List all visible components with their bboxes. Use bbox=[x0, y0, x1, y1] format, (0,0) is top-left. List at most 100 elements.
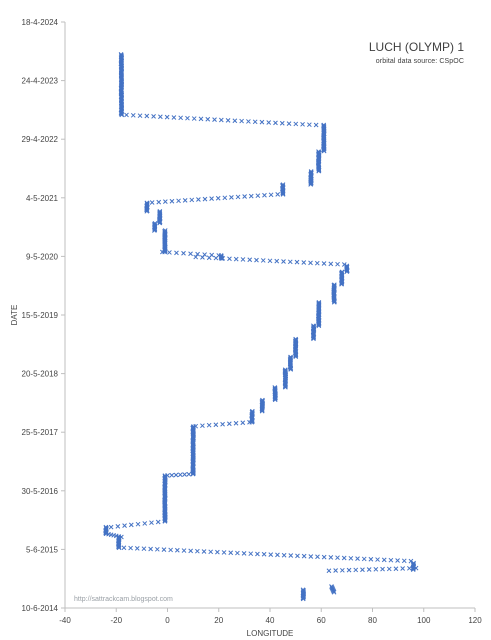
data-point bbox=[229, 551, 233, 555]
data-point bbox=[109, 525, 113, 529]
data-point bbox=[295, 260, 299, 264]
data-point bbox=[185, 116, 189, 120]
data-point bbox=[182, 549, 186, 553]
y-tick-label: 5-6-2015 bbox=[26, 545, 59, 554]
x-tick-label: -40 bbox=[59, 616, 71, 625]
data-point bbox=[155, 547, 159, 551]
data-point bbox=[275, 553, 279, 557]
data-point bbox=[322, 555, 326, 559]
data-point bbox=[210, 253, 214, 257]
data-point bbox=[282, 553, 286, 557]
data-point bbox=[287, 122, 291, 126]
data-point bbox=[329, 555, 333, 559]
data-point bbox=[138, 114, 142, 118]
data-point bbox=[256, 194, 260, 198]
x-tick-labels: -40 -20 0 20 40 60 80 100 120 bbox=[59, 608, 482, 625]
data-point bbox=[229, 195, 233, 199]
data-point bbox=[125, 113, 129, 117]
data-point bbox=[389, 558, 393, 562]
data-point bbox=[262, 552, 266, 556]
data-point bbox=[340, 568, 344, 572]
data-point bbox=[210, 197, 214, 201]
data-point bbox=[246, 119, 250, 123]
data-point bbox=[307, 123, 311, 127]
data-point bbox=[227, 257, 231, 261]
data-point bbox=[169, 548, 173, 552]
y-tick-label: 10-6-2014 bbox=[22, 604, 59, 613]
data-point bbox=[178, 473, 182, 477]
plot-area: -40 -20 0 20 40 60 80 100 120 10-6-20145-6-20153… bbox=[22, 18, 483, 625]
data-point bbox=[123, 524, 127, 528]
data-point bbox=[269, 193, 273, 197]
data-point bbox=[262, 193, 266, 197]
data-point bbox=[156, 520, 160, 524]
data-point bbox=[190, 198, 194, 202]
data-point bbox=[152, 114, 156, 118]
data-point bbox=[273, 121, 277, 125]
data-point bbox=[402, 559, 406, 563]
data-point bbox=[163, 200, 167, 204]
data-point bbox=[260, 120, 264, 124]
data-point bbox=[360, 568, 364, 572]
data-point bbox=[234, 421, 238, 425]
data-point bbox=[249, 194, 253, 198]
data-point bbox=[167, 250, 171, 254]
data-point bbox=[322, 262, 326, 266]
x-axis-label: LONGITUDE bbox=[247, 629, 294, 638]
data-point bbox=[349, 556, 353, 560]
data-point bbox=[394, 567, 398, 571]
x-tick-label: 120 bbox=[468, 616, 482, 625]
data-point bbox=[135, 546, 139, 550]
y-axis-label: DATE bbox=[10, 305, 19, 326]
data-point bbox=[172, 115, 176, 119]
data-point bbox=[354, 568, 358, 572]
data-point bbox=[249, 552, 253, 556]
data-point bbox=[200, 424, 204, 428]
data-point bbox=[221, 422, 225, 426]
data-point bbox=[213, 118, 217, 122]
data-point bbox=[179, 116, 183, 120]
x-tick-label: 0 bbox=[165, 616, 170, 625]
data-point bbox=[216, 196, 220, 200]
data-point bbox=[215, 550, 219, 554]
data-point bbox=[182, 251, 186, 255]
data-point bbox=[362, 557, 366, 561]
data-point bbox=[183, 198, 187, 202]
data-point bbox=[269, 553, 273, 557]
data-point bbox=[356, 557, 360, 561]
data-point bbox=[315, 261, 319, 265]
data-point bbox=[206, 117, 210, 121]
data-point bbox=[189, 252, 193, 256]
title-block: LUCH (OLYMP) 1 orbital data source: CSpO… bbox=[369, 40, 464, 65]
data-point bbox=[396, 558, 400, 562]
data-point bbox=[162, 548, 166, 552]
data-point bbox=[276, 192, 280, 196]
data-point bbox=[227, 422, 231, 426]
data-point bbox=[175, 548, 179, 552]
chart-title: LUCH (OLYMP) 1 bbox=[369, 40, 464, 54]
data-point bbox=[157, 200, 161, 204]
data-point bbox=[149, 547, 153, 551]
watermark-text: http://sattrackcam.blogspot.com bbox=[74, 596, 173, 603]
y-tick-label: 29-4-2022 bbox=[22, 135, 59, 144]
data-point bbox=[129, 523, 133, 527]
data-point bbox=[214, 423, 218, 427]
data-point bbox=[382, 558, 386, 562]
y-tick-label: 24-4-2023 bbox=[22, 77, 59, 86]
data-point bbox=[254, 258, 258, 262]
data-point bbox=[203, 253, 207, 257]
data-point bbox=[142, 547, 146, 551]
data-point bbox=[223, 196, 227, 200]
y-tick-label: 9-5-2020 bbox=[26, 252, 59, 261]
data-point bbox=[367, 568, 371, 572]
data-point bbox=[288, 260, 292, 264]
data-point bbox=[192, 117, 196, 121]
data-point bbox=[347, 568, 351, 572]
data-point bbox=[243, 195, 247, 199]
data-point bbox=[234, 257, 238, 261]
data-point bbox=[122, 546, 126, 550]
data-point bbox=[342, 556, 346, 560]
data-point bbox=[145, 114, 149, 118]
x-tick-label: 60 bbox=[317, 616, 326, 625]
